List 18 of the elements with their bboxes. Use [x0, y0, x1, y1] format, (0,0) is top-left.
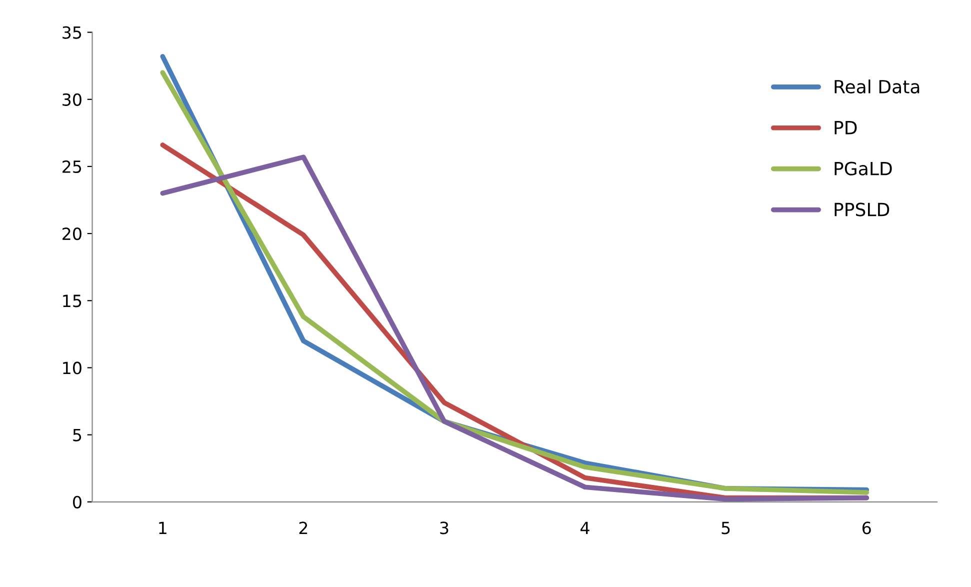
y-tick-label: 35 [62, 26, 82, 39]
x-tick-label: 4 [580, 522, 590, 534]
legend-label: Real Data [834, 80, 920, 94]
y-tick-label: 10 [63, 362, 82, 374]
legend-label: PPSLD [834, 202, 890, 216]
y-tick-label: 30 [62, 93, 82, 106]
x-tick-label: 5 [722, 522, 730, 534]
y-tick-label: 25 [62, 160, 82, 174]
x-tick-label: 6 [862, 522, 871, 534]
y-tick-label: 0 [73, 496, 82, 508]
y-tick-label: 15 [63, 294, 82, 308]
y-tick-label: 20 [62, 228, 82, 240]
x-tick-label: 3 [440, 522, 448, 534]
legend-label: PGaLD [834, 162, 892, 176]
x-tick-label: 2 [299, 522, 308, 534]
x-tick-label: 1 [159, 522, 166, 534]
legend-label: PD [834, 121, 857, 134]
y-tick-label: 5 [73, 428, 82, 442]
